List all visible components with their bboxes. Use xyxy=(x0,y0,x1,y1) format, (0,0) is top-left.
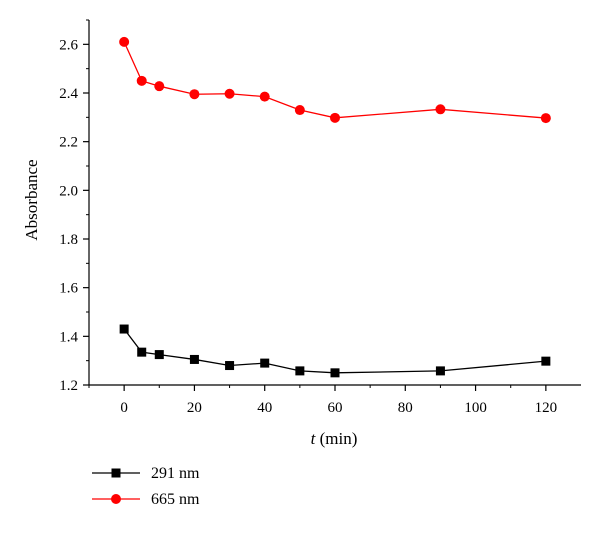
data-point xyxy=(435,104,446,115)
y-axis-label: Absorbance xyxy=(22,159,41,240)
x-tick-label: 0 xyxy=(120,400,128,416)
x-axis-label-variable: t xyxy=(311,429,317,448)
data-point xyxy=(154,81,165,92)
series-291-nm xyxy=(119,324,551,378)
y-tick-label: 1.8 xyxy=(59,232,78,248)
x-tick-label: 40 xyxy=(257,400,272,416)
y-tick-label: 1.2 xyxy=(59,378,78,394)
data-point xyxy=(189,354,199,364)
legend-marker xyxy=(111,468,121,478)
data-point xyxy=(119,36,130,47)
data-point xyxy=(541,356,551,366)
y-tick-label: 2.4 xyxy=(59,86,78,102)
x-tick-label: 100 xyxy=(464,400,487,416)
x-tick-label: 60 xyxy=(328,400,343,416)
data-point xyxy=(259,91,270,102)
legend-item: 291 nm xyxy=(92,465,200,482)
data-point xyxy=(154,350,164,360)
series-layer xyxy=(119,36,551,378)
legend-label: 291 nm xyxy=(151,465,200,482)
data-point xyxy=(330,112,340,123)
data-point xyxy=(224,88,235,99)
data-point xyxy=(136,75,147,86)
y-tick-label: 1.4 xyxy=(59,329,78,345)
x-axis-label: t (min) xyxy=(311,429,358,448)
legend-item: 665 nm xyxy=(92,491,200,508)
legend-label: 665 nm xyxy=(151,491,200,508)
data-point xyxy=(295,366,305,376)
series-line xyxy=(123,41,546,119)
data-point xyxy=(294,105,305,116)
plot-area xyxy=(88,20,581,386)
data-point xyxy=(189,89,200,100)
legend: 291 nm 665 nm xyxy=(92,465,200,508)
x-axis-label-unit: (min) xyxy=(315,429,357,448)
data-point xyxy=(330,368,340,378)
data-point xyxy=(225,361,235,371)
data-point xyxy=(137,347,147,357)
legend-marker xyxy=(111,494,121,504)
y-tick-label: 2.6 xyxy=(59,37,78,53)
x-axis: 0 20 40 60 80 100 120 xyxy=(88,385,558,416)
data-point xyxy=(435,366,445,376)
x-tick-label: 20 xyxy=(187,400,202,416)
x-tick-label: 80 xyxy=(398,400,413,416)
data-point xyxy=(540,113,551,124)
y-tick-label: 2.2 xyxy=(59,135,78,151)
y-tick-label: 1.6 xyxy=(59,281,78,297)
y-axis: 1.2 1.4 1.6 1.8 2.0 2.2 2.4 2.6 xyxy=(59,19,89,394)
y-tick-label: 2.0 xyxy=(59,183,78,199)
series-line xyxy=(123,328,546,374)
x-tick-label: 120 xyxy=(535,400,558,416)
data-point xyxy=(119,324,129,334)
series-665-nm xyxy=(119,36,551,124)
data-point xyxy=(260,358,270,368)
